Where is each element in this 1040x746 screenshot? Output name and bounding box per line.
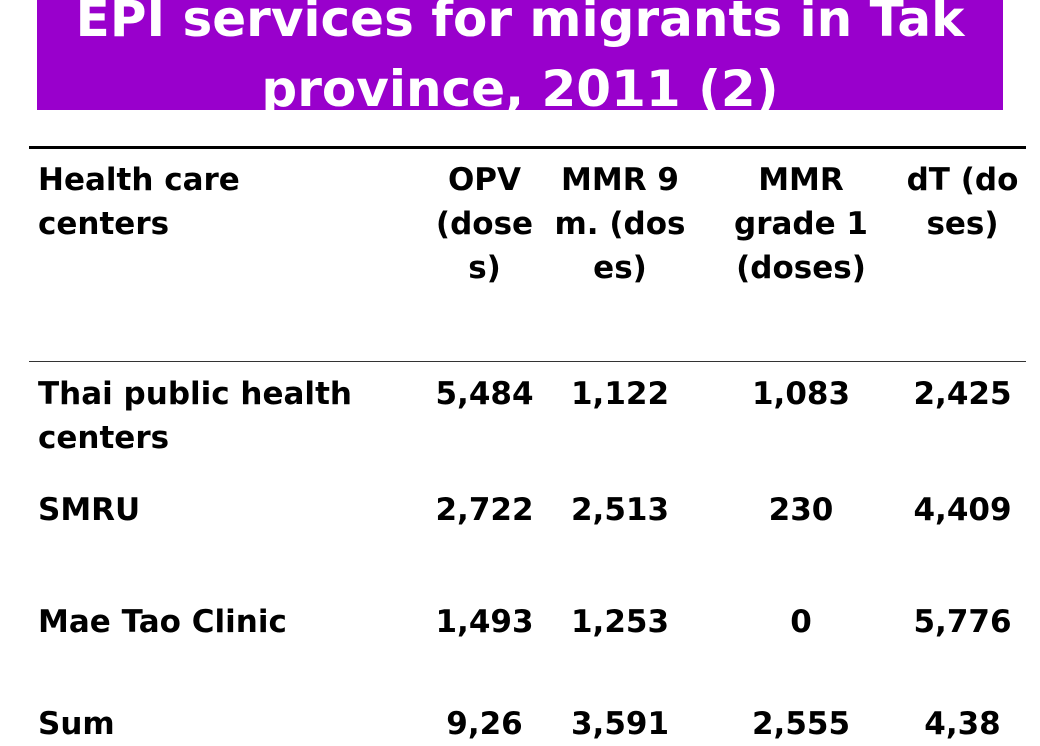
header-mmr-9m: MMR 9 m. (doses) — [554, 162, 686, 286]
row-mmr-grade-1: 0 — [790, 604, 812, 640]
slide-title-line-1: EPI services for migrants in Tak — [75, 0, 965, 48]
slide-title-line-2: province, 2011 (2) — [261, 60, 779, 110]
row-mmr-grade-1: 1,083 — [751, 376, 851, 412]
table-header-rule — [29, 361, 1026, 362]
row-mmr-9m: 1,122 — [570, 376, 670, 412]
row-mmr-grade-1: 230 — [768, 492, 834, 528]
row-name: Mae Tao Clinic — [38, 604, 287, 640]
slide-title: EPI services for migrants in Tak provinc… — [37, 0, 1003, 110]
row-name: SMRU — [38, 492, 141, 528]
row-name: Thai public health centers — [38, 376, 352, 456]
row-opv: 9,26 — [446, 706, 523, 742]
row-mmr-grade-1: 2,555 — [751, 706, 851, 742]
table-top-rule — [29, 146, 1026, 149]
row-opv: 2,722 — [435, 492, 534, 528]
row-name: Sum — [38, 706, 115, 742]
row-opv: 5,484 — [435, 376, 534, 412]
row-opv: 1,493 — [435, 604, 534, 640]
header-dt: dT (doses) — [906, 162, 1019, 242]
header-opv: OPV (doses) — [435, 162, 534, 286]
row-dt: 5,776 — [913, 604, 1012, 640]
row-dt: 2,425 — [913, 376, 1012, 412]
header-mmr-grade-1: MMR grade 1 (doses) — [734, 162, 868, 286]
header-health-care-centers: Health care centers — [38, 162, 240, 242]
row-mmr-9m: 1,253 — [570, 604, 670, 640]
row-dt: 4,409 — [913, 492, 1012, 528]
row-dt: 4,38 — [924, 706, 1001, 742]
row-mmr-9m: 2,513 — [570, 492, 670, 528]
slide-title-bar: EPI services for migrants in Tak provinc… — [37, 0, 1003, 110]
row-mmr-9m: 3,591 — [570, 706, 670, 742]
